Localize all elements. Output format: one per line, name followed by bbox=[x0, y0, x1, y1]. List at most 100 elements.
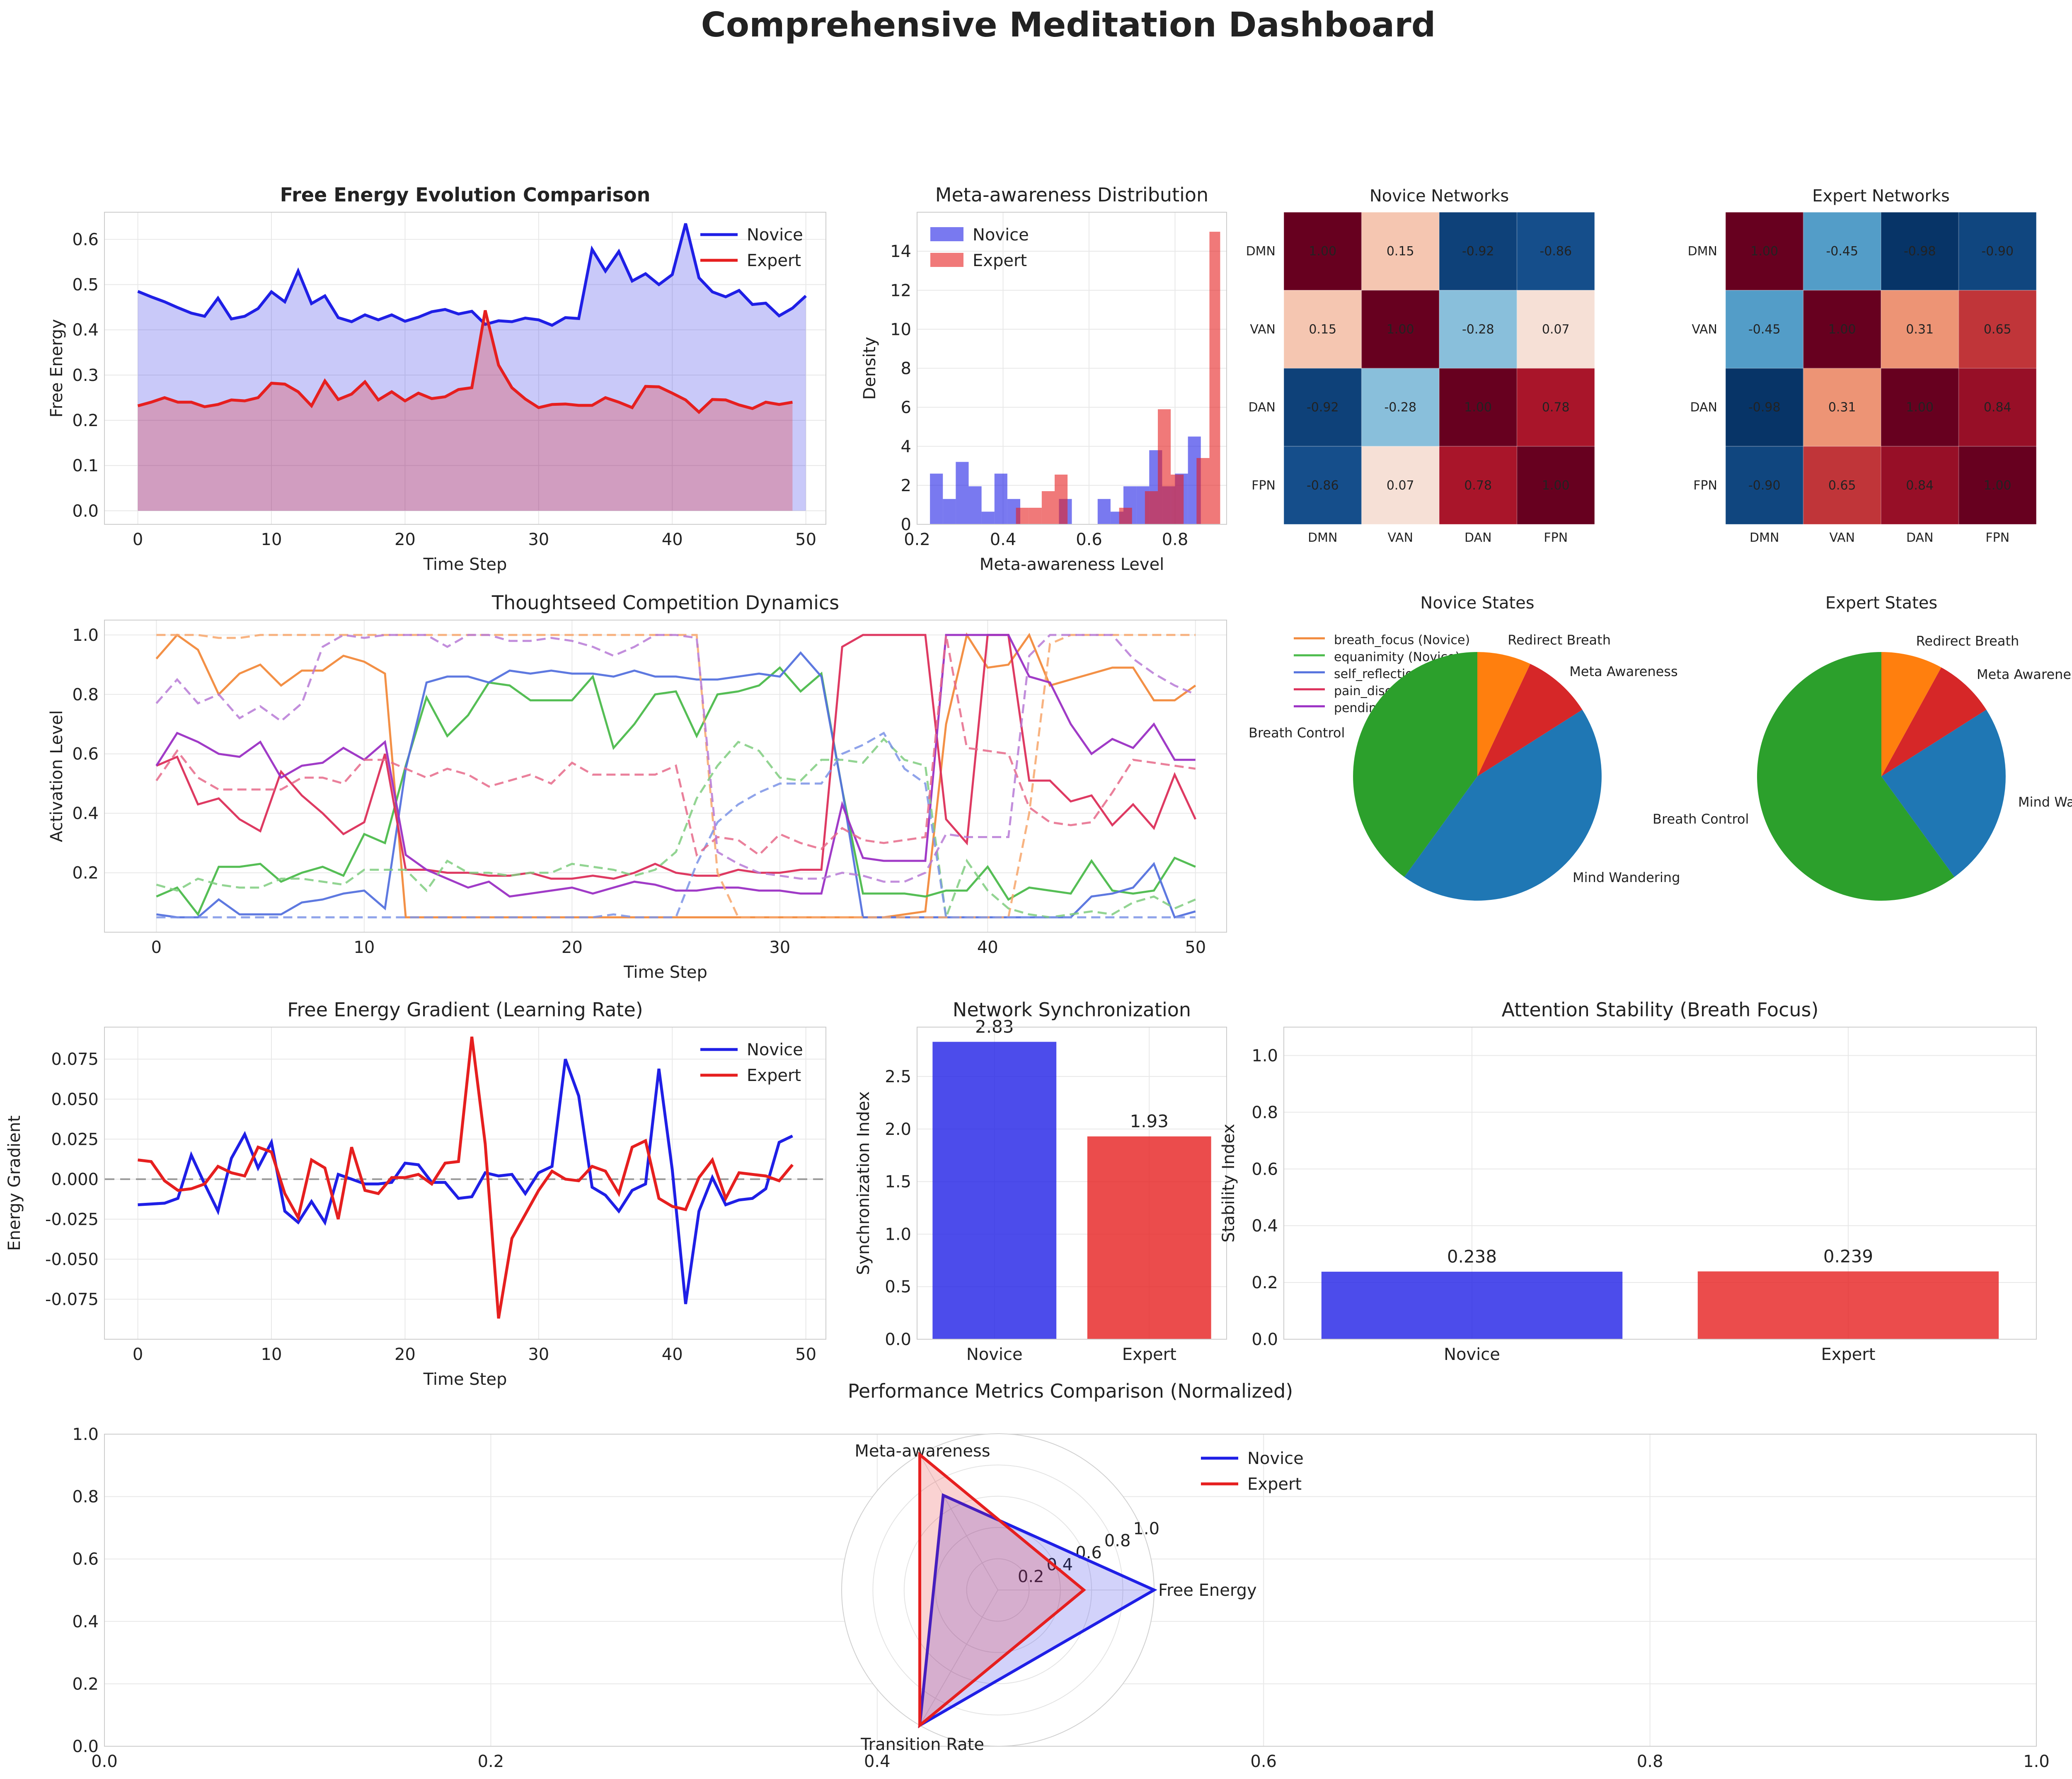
x-tick-label: 30 bbox=[528, 1345, 549, 1364]
heatmap-cell bbox=[1361, 446, 1439, 524]
heatmap-cell-label: 1.00 bbox=[1309, 244, 1336, 259]
radar-axis-label: Free Energy bbox=[1158, 1581, 1257, 1600]
activation-line bbox=[155, 634, 1196, 898]
pie-slice bbox=[1404, 710, 1602, 901]
histogram-bar bbox=[956, 462, 969, 524]
histogram-bar bbox=[1158, 409, 1171, 524]
plot-frame bbox=[917, 212, 1227, 525]
pie-slice-label: Mind Wandering bbox=[2018, 794, 2072, 810]
x-tick-label: 0.2 bbox=[904, 530, 930, 549]
histogram-bar bbox=[943, 499, 956, 524]
thoughtseed-panel: 0 10 20 30 40 50 0.2 0.4 0.6 0.8 1.0 Thoughtseed Co… bbox=[47, 591, 1489, 982]
heatmap-cell bbox=[1881, 290, 1959, 368]
heatmap-cell bbox=[1284, 368, 1362, 446]
y-axis-label: Energy Gradient bbox=[5, 1115, 24, 1251]
radar-spoke bbox=[919, 1590, 998, 1726]
x-tick-label: 1.0 bbox=[2023, 1752, 2050, 1771]
y-tick-label: -0.050 bbox=[45, 1250, 99, 1269]
stability-panel: 0.0 0.2 0.4 0.6 0.8 1.0 0.238 Novice 0.239 Expert… bbox=[1219, 999, 2037, 1364]
y-tick-label: 14 bbox=[890, 242, 911, 261]
histogram-bar bbox=[1209, 232, 1220, 524]
heatmap-cell bbox=[1881, 446, 1959, 524]
heatmap-cell-label: 0.78 bbox=[1464, 478, 1492, 493]
heatmap-cell-label: 0.15 bbox=[1387, 244, 1414, 259]
heatmap-cell bbox=[1284, 446, 1362, 524]
histogram-bar bbox=[1171, 474, 1184, 524]
panel-title: Expert States bbox=[1825, 594, 1938, 613]
heatmap-cell bbox=[1958, 368, 2036, 446]
area-novice bbox=[138, 223, 806, 511]
y-tick-label: 0.0 bbox=[72, 502, 99, 521]
pie-slice-label: Redirect Breath bbox=[1508, 632, 1611, 648]
y-tick-label: 0.000 bbox=[51, 1170, 99, 1189]
bar-value-label: 2.83 bbox=[975, 1016, 1014, 1037]
y-tick-label: 2.5 bbox=[885, 1067, 911, 1086]
y-tick-label: 0.6 bbox=[1251, 1160, 1278, 1179]
x-tick-label: 0.0 bbox=[91, 1752, 118, 1771]
x-tick-label: 30 bbox=[528, 530, 549, 549]
y-axis-label: Synchronization Index bbox=[854, 1091, 873, 1275]
plot-frame bbox=[1283, 1027, 2037, 1340]
y-tick-label: 0.5 bbox=[885, 1277, 911, 1297]
histogram-bar bbox=[1196, 458, 1210, 524]
y-tick-label: 0.050 bbox=[51, 1090, 99, 1109]
y-tick-label: -0.025 bbox=[45, 1210, 99, 1229]
histogram-bar bbox=[1145, 491, 1158, 524]
y-tick-label: 0.6 bbox=[72, 1550, 99, 1569]
heatmap-y-label: DMN bbox=[1688, 244, 1717, 259]
y-tick-label: 0.5 bbox=[72, 276, 99, 295]
panel-title: Thoughtseed Competition Dynamics bbox=[491, 591, 839, 614]
bar-value-label: 0.239 bbox=[1823, 1246, 1873, 1266]
heatmap-cell bbox=[1803, 212, 1881, 291]
histogram-bar bbox=[981, 511, 995, 524]
heatmap-cell-label: 1.00 bbox=[1750, 244, 1778, 259]
x-tick-label: 10 bbox=[261, 530, 282, 549]
y-axis-label: Density bbox=[860, 337, 879, 400]
pie-slice bbox=[1757, 652, 1955, 901]
novice-states-panel: Breath Control Mind Wandering Meta Awarene… bbox=[1249, 594, 1680, 901]
pie-slice-label: Breath Control bbox=[1653, 811, 1749, 827]
panel-title: Novice Networks bbox=[1370, 187, 1509, 206]
x-tick-label: 20 bbox=[395, 1345, 416, 1364]
y-tick-label: 0.075 bbox=[51, 1050, 99, 1069]
y-tick-label: 0.1 bbox=[72, 456, 99, 475]
y-tick-label: 0.4 bbox=[72, 321, 99, 340]
heatmap-y-label: VAN bbox=[1250, 322, 1276, 337]
x-axis-label: Time Step bbox=[423, 1370, 507, 1389]
plot-background bbox=[104, 212, 826, 524]
y-tick-label: 1.0 bbox=[72, 1425, 99, 1444]
radar-polygon-novice bbox=[918, 1493, 1157, 1728]
heatmap-cell-label: 1.00 bbox=[1984, 478, 2011, 493]
heatmap-cell bbox=[1439, 290, 1517, 368]
heatmap-y-label: DAN bbox=[1690, 400, 1717, 415]
x-tick-label: 40 bbox=[662, 1345, 683, 1364]
x-tick-label: 0 bbox=[133, 1345, 143, 1364]
y-tick-label: 0.4 bbox=[1251, 1217, 1278, 1236]
heatmap-cell-label: -0.90 bbox=[1981, 244, 2014, 259]
activation-line bbox=[155, 635, 1196, 857]
heatmap-cell bbox=[1517, 290, 1595, 368]
y-tick-label: 12 bbox=[890, 281, 911, 300]
area-expert bbox=[138, 310, 793, 511]
heatmap-cell bbox=[1726, 290, 1803, 368]
bar-value-label: 0.238 bbox=[1447, 1246, 1497, 1267]
heatmap-cell bbox=[1284, 212, 1362, 291]
radar-panel: 0.00.00.20.20.40.40.60.60.80.81.01.0Perf… bbox=[72, 1380, 2049, 1771]
heatmap-cell bbox=[1803, 368, 1881, 446]
x-tick-label: 40 bbox=[977, 938, 998, 957]
y-tick-label: 1.0 bbox=[72, 626, 99, 645]
y-axis-label: Activation Level bbox=[47, 710, 66, 842]
line-novice bbox=[137, 223, 807, 327]
x-tick-label: 10 bbox=[261, 1345, 282, 1364]
heatmap-y-label: FPN bbox=[1693, 478, 1717, 493]
x-tick-label: 0.2 bbox=[478, 1752, 504, 1771]
activation-line bbox=[155, 634, 1196, 883]
x-tick-label: 10 bbox=[353, 938, 375, 957]
x-tick-label: 0 bbox=[151, 938, 162, 957]
x-tick-label: 0.6 bbox=[1250, 1752, 1277, 1771]
gradient-panel: 0 10 20 30 40 50 -0.075 -0.050 -0.025 0.000 0.025 0… bbox=[5, 999, 826, 1389]
heatmap-cell-label: 1.00 bbox=[1464, 400, 1492, 415]
x-tick-label: 0.4 bbox=[990, 530, 1017, 549]
heatmap-cell bbox=[1361, 290, 1439, 368]
y-tick-label: 1.0 bbox=[1251, 1046, 1278, 1065]
